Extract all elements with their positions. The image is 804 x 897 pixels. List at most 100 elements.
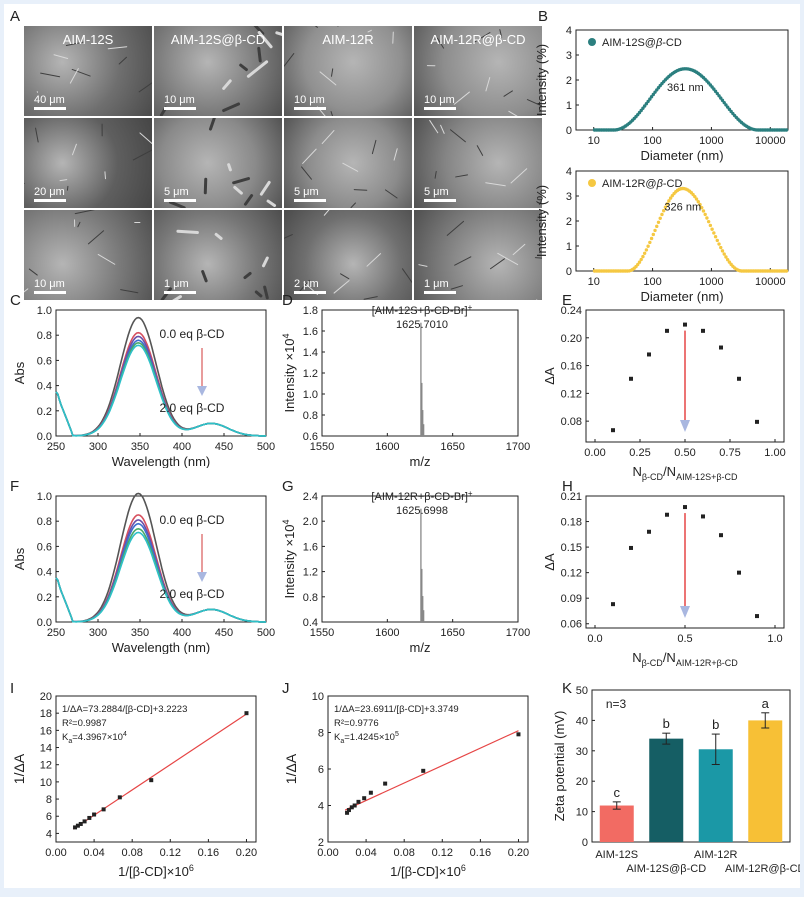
sem-feature	[342, 162, 359, 172]
ms-y-tick-label: 2.4	[303, 491, 318, 503]
uv-series	[55, 344, 266, 437]
dls-point	[701, 209, 706, 213]
sem-texture	[168, 118, 277, 208]
sem-feature	[266, 199, 277, 207]
ms-y-tick-label: 1.4	[303, 347, 318, 359]
uv-y-tick-label: 0.0	[37, 431, 52, 443]
sem-feature	[450, 285, 463, 290]
sem-scale-bar: 20 μm	[34, 186, 66, 202]
sem-feature	[257, 46, 262, 63]
dls-point	[646, 244, 650, 248]
uv-y-tick-label: 0.8	[37, 516, 52, 528]
sem-feature	[69, 68, 79, 84]
job-point	[665, 512, 669, 517]
sem-scale-bar: 10 μm	[424, 94, 456, 110]
job-y-tick-label: 0.16	[561, 361, 582, 373]
uv-x-tick-label: 400	[173, 441, 191, 453]
bh-point	[383, 781, 388, 786]
dls-x-tick-label: 100	[643, 135, 661, 147]
ms-title-charge: +	[468, 303, 473, 312]
zeta-category-label: AIM-12S@β-CD	[626, 863, 706, 875]
sem-scale-label: 10 μm	[294, 94, 325, 106]
bh-y-tick-label: 8	[46, 794, 52, 806]
uv-x-tick-label: 250	[47, 627, 65, 639]
job-point	[719, 345, 723, 350]
bh-point	[516, 732, 521, 737]
bh-ka-part: =4.3967×10	[72, 732, 123, 743]
dls-point	[710, 227, 714, 231]
dls-point	[648, 240, 652, 245]
sem-feature	[253, 26, 265, 36]
dls-point	[636, 262, 640, 267]
sem-feature	[330, 111, 334, 116]
uv-series	[55, 514, 266, 623]
bh-y-tick-label: 20	[40, 691, 52, 703]
plot-frame	[591, 689, 791, 843]
sem-scale-bar: 5 μm	[424, 186, 456, 202]
sem-scale-bar: 1 μm	[164, 278, 196, 294]
ms-y-label: Intensity ×104	[281, 333, 297, 412]
sem-feature	[239, 63, 248, 72]
bh-x-tick-label: 0.20	[236, 847, 257, 859]
dls-point	[655, 224, 659, 229]
dls-y-tick-label: 1	[566, 241, 572, 253]
sem-image: 1 μm	[154, 210, 282, 300]
job-point	[737, 570, 741, 575]
sem-feature	[298, 279, 310, 293]
sem-feature	[363, 296, 378, 300]
bh-point	[352, 803, 357, 808]
sem-feature	[257, 30, 273, 49]
ms-x-tick-label: 1600	[375, 441, 399, 453]
sem-texture	[284, 210, 412, 300]
dls-y-tick-label: 0	[566, 125, 572, 137]
sem-scale-line	[164, 199, 196, 202]
sem-scale-bar: 5 μm	[164, 186, 196, 202]
sem-feature	[340, 273, 350, 280]
dls-chart-r: 0 1 2 3 4 10 100 1000 10000 Intensity (%) Diameter…	[534, 166, 789, 304]
job-y-tick-label: 0.12	[561, 388, 582, 400]
sem-feature	[366, 253, 382, 267]
job-y-tick-label: 0.18	[561, 517, 582, 529]
dls-x-tick-label: 10	[588, 135, 600, 147]
sem-feature	[384, 189, 398, 199]
ms-title: [AIM-12R+β-CD-Br]+	[371, 489, 472, 503]
sem-feature	[534, 257, 542, 259]
sem-feature	[302, 148, 317, 164]
bh-y-tick-label: 4	[318, 801, 324, 813]
sem-feature	[284, 234, 293, 239]
zeta-significance-letter: b	[712, 717, 719, 732]
dls-y-tick-label: 0	[566, 266, 572, 278]
dls-point	[705, 216, 709, 220]
bh-ka-part: =1.4245×10	[344, 732, 395, 743]
job-y-tick-label: 0.20	[561, 333, 582, 345]
bh-equation: 1/ΔA=73.2884/[β-CD]+3.2223	[62, 704, 187, 715]
dls-y-label: Intensity (%)	[534, 44, 549, 116]
uv-y-label: Abs	[12, 361, 27, 384]
sem-texture	[418, 220, 542, 300]
dls-point	[713, 235, 718, 239]
dls-point	[656, 220, 661, 224]
uv-arrow-head	[197, 386, 207, 396]
sem-scale-label: 10 μm	[164, 94, 195, 106]
sem-image: 20 μm	[24, 118, 152, 208]
dls-x-tick-label: 100	[643, 276, 661, 288]
sem-feature	[263, 285, 269, 300]
bh-x-tick-label: 0.12	[432, 847, 453, 859]
job-x-label-part: /N	[663, 650, 676, 665]
sem-feature	[259, 180, 271, 196]
sem-feature	[455, 174, 469, 178]
bh-point	[244, 711, 249, 716]
sem-feature	[40, 72, 61, 78]
bh-point	[346, 808, 351, 813]
job-x-tick-label: 0.5	[677, 633, 692, 645]
ms-x-label: m/z	[410, 640, 431, 654]
job-point	[629, 545, 633, 550]
bh-x-tick-label: 0.08	[121, 847, 142, 859]
bh-point	[73, 825, 78, 830]
dls-point	[644, 102, 649, 106]
dls-point	[642, 251, 647, 256]
panel-label-i: I	[10, 680, 15, 697]
panel-label-h: H	[562, 478, 573, 495]
sem-scale-label: 10 μm	[424, 94, 455, 106]
ms-x-tick-label: 1650	[440, 441, 464, 453]
